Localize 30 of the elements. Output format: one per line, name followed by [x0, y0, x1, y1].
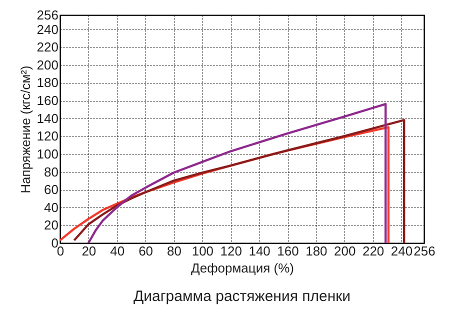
y-tick-label: 60 — [44, 182, 58, 198]
x-tick-label: 100 — [192, 244, 214, 258]
y-tick-label: 40 — [44, 200, 58, 215]
y-tick-label: 140 — [36, 110, 58, 126]
x-tick-label: 220 — [362, 244, 384, 258]
x-tick-label: 160 — [277, 244, 299, 258]
x-tick-label: 120 — [220, 244, 242, 258]
x-tick-label: 80 — [167, 244, 182, 258]
y-tick-label: 100 — [36, 146, 58, 162]
text: Диаграмма растяжения пленки — [133, 288, 351, 305]
y-tick-label: 160 — [36, 93, 58, 108]
x-tick-label: 200 — [334, 244, 356, 258]
y-tick-label: 220 — [36, 40, 58, 55]
x-tick-label: 40 — [110, 244, 125, 258]
x-axis-title: Деформация (%) — [191, 260, 294, 276]
x-tick-label: 240 — [390, 244, 413, 258]
y-tick-label: 240 — [36, 22, 58, 37]
y-axis-title: Напряжение (кгс/см²) — [18, 66, 33, 194]
y-tick-label: 120 — [36, 128, 58, 144]
y-tick-label: 180 — [36, 75, 58, 90]
y-tick-label: 200 — [36, 57, 58, 72]
x-tick-label: 256 — [414, 244, 436, 258]
x-tick-label: 20 — [82, 244, 96, 258]
x-tick-label: 140 — [248, 244, 270, 258]
y-tick-label: 80 — [44, 164, 58, 180]
line-series — [87, 102, 387, 244]
y-tick-label: 256 — [36, 8, 58, 22]
y-tick-label: 20 — [44, 218, 58, 233]
x-tick-label: 60 — [138, 244, 154, 258]
x-tick-label: 180 — [306, 244, 328, 258]
